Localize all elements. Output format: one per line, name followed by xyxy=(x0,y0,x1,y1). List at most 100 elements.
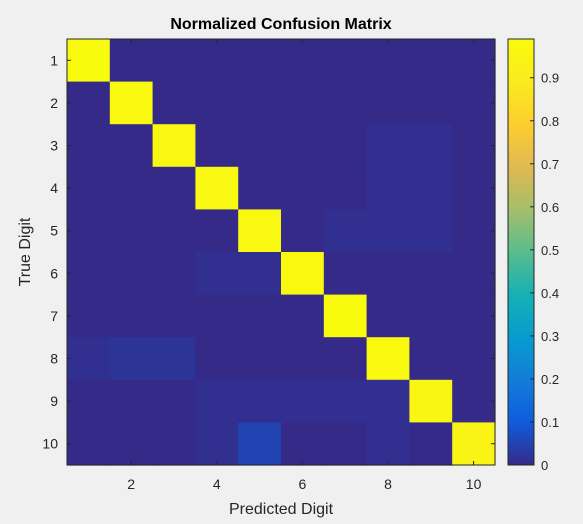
heatmap-cell xyxy=(238,209,281,252)
x-tick-label: 4 xyxy=(213,476,221,492)
heatmap-cell xyxy=(324,380,367,423)
heatmap-cell xyxy=(324,422,367,465)
heatmap-cell xyxy=(67,167,110,210)
heatmap-cell xyxy=(281,295,324,338)
heatmap-cell xyxy=(367,380,410,423)
heatmap-cell xyxy=(452,167,495,210)
heatmap-cell xyxy=(153,252,196,295)
heatmap-cell xyxy=(452,295,495,338)
heatmap-cell xyxy=(110,124,153,167)
heatmap-cell xyxy=(452,337,495,380)
heatmap-cell xyxy=(409,124,452,167)
heatmap-cell xyxy=(110,422,153,465)
heatmap-cell xyxy=(195,167,238,210)
heatmap-cell xyxy=(409,39,452,82)
heatmap-cell xyxy=(153,124,196,167)
heatmap-cell xyxy=(367,167,410,210)
heatmap-cell xyxy=(324,252,367,295)
heatmap-cell xyxy=(367,82,410,125)
heatmap-cell xyxy=(452,422,495,465)
heatmap-cell xyxy=(238,82,281,125)
heatmap-cell xyxy=(110,337,153,380)
y-tick-label: 6 xyxy=(50,265,58,281)
x-tick-label: 10 xyxy=(466,476,482,492)
heatmap-cell xyxy=(324,337,367,380)
heatmap-cell xyxy=(367,209,410,252)
heatmap-cell xyxy=(67,380,110,423)
heatmap-cell xyxy=(452,82,495,125)
heatmap-cell xyxy=(67,295,110,338)
colorbar-tick-label: 0.7 xyxy=(541,157,559,172)
y-tick-label: 8 xyxy=(50,351,58,367)
colorbar-tick-label: 0.1 xyxy=(541,415,559,430)
heatmap-cell xyxy=(367,252,410,295)
heatmap-cell xyxy=(238,380,281,423)
heatmap-cell xyxy=(409,82,452,125)
heatmap-cell xyxy=(195,39,238,82)
y-tick-label: 10 xyxy=(42,436,58,452)
heatmap-cell xyxy=(67,124,110,167)
heatmap-cell xyxy=(238,295,281,338)
heatmap-cell xyxy=(409,337,452,380)
heatmap-cell xyxy=(110,82,153,125)
heatmap-cell xyxy=(409,252,452,295)
heatmap-cell xyxy=(195,295,238,338)
heatmap-cell xyxy=(195,337,238,380)
heatmap-cell xyxy=(281,82,324,125)
heatmap-cell xyxy=(367,337,410,380)
y-tick-label: 4 xyxy=(50,180,58,196)
heatmap-cell xyxy=(281,167,324,210)
y-tick-label: 7 xyxy=(50,308,58,324)
heatmap-cell xyxy=(195,82,238,125)
heatmap-cell xyxy=(281,252,324,295)
y-tick-label: 1 xyxy=(50,52,58,68)
heatmap-cell xyxy=(238,422,281,465)
heatmap-cell xyxy=(324,295,367,338)
heatmap-cells xyxy=(67,39,496,466)
heatmap-cell xyxy=(281,422,324,465)
heatmap-cell xyxy=(153,337,196,380)
y-axis-label: True Digit xyxy=(17,217,34,286)
heatmap-cell xyxy=(153,380,196,423)
colorbar-tick-label: 0.6 xyxy=(541,200,559,215)
heatmap-cell xyxy=(238,337,281,380)
heatmap-cell xyxy=(367,422,410,465)
heatmap-cell xyxy=(153,167,196,210)
heatmap-cell xyxy=(452,380,495,423)
heatmap-cell xyxy=(67,422,110,465)
heatmap-cell xyxy=(195,209,238,252)
y-tick-label: 9 xyxy=(50,393,58,409)
heatmap-cell xyxy=(281,380,324,423)
heatmap-cell xyxy=(153,39,196,82)
heatmap-cell xyxy=(409,167,452,210)
x-tick-label: 8 xyxy=(384,476,392,492)
colorbar-tick-label: 0.4 xyxy=(541,286,559,301)
heatmap-cell xyxy=(367,295,410,338)
heatmap-cell xyxy=(238,252,281,295)
heatmap-cell xyxy=(110,252,153,295)
y-tick-label: 3 xyxy=(50,138,58,154)
heatmap-cell xyxy=(281,39,324,82)
heatmap-cell xyxy=(195,422,238,465)
heatmap-cell xyxy=(238,39,281,82)
heatmap-cell xyxy=(452,252,495,295)
heatmap-cell xyxy=(452,209,495,252)
heatmap-cell xyxy=(367,39,410,82)
heatmap-cell xyxy=(324,82,367,125)
chart-title: Normalized Confusion Matrix xyxy=(170,16,391,33)
heatmap-cell xyxy=(195,124,238,167)
heatmap-cell xyxy=(67,252,110,295)
heatmap-cell xyxy=(67,82,110,125)
heatmap-cell xyxy=(452,39,495,82)
heatmap-cell xyxy=(153,82,196,125)
x-tick-label: 2 xyxy=(127,476,135,492)
colorbar-tick-label: 0.9 xyxy=(541,71,559,86)
heatmap-cell xyxy=(324,167,367,210)
heatmap-cell xyxy=(110,380,153,423)
heatmap-cell xyxy=(195,252,238,295)
heatmap-cell xyxy=(195,380,238,423)
heatmap-cell xyxy=(324,124,367,167)
colorbar-tick-label: 0.8 xyxy=(541,114,559,129)
heatmap-cell xyxy=(367,124,410,167)
